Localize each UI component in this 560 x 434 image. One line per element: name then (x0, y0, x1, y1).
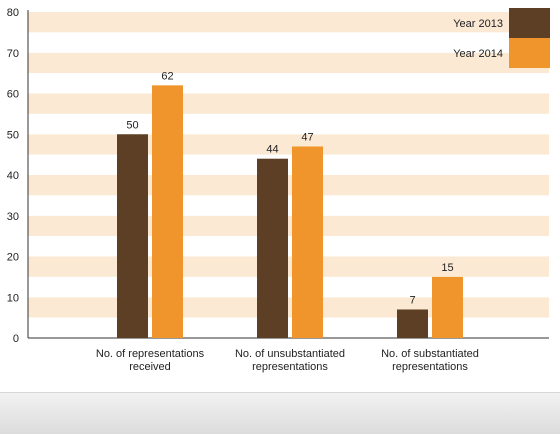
data-label: 7 (409, 294, 415, 306)
grid-band (28, 256, 549, 277)
y-tick-label: 80 (7, 7, 19, 19)
bar-series2 (432, 276, 463, 338)
x-category-label-line: No. of substantiated (381, 348, 479, 360)
grid-band (28, 297, 549, 318)
legend-label: Year 2013 (453, 18, 503, 30)
footer-band (0, 392, 560, 434)
grid-band (28, 134, 549, 155)
data-label: 47 (301, 131, 313, 143)
data-label: 44 (266, 144, 278, 156)
grid-band (28, 73, 549, 94)
x-category-label: No. of substantiated representations (381, 348, 479, 373)
bar-series2 (152, 85, 183, 338)
x-category-label: No. of representations received (96, 348, 205, 373)
y-tick-label: 30 (7, 211, 19, 223)
legend-label: Year 2014 (453, 48, 503, 60)
x-category-label-line: No. of representations (96, 348, 205, 360)
grid-band (28, 215, 549, 237)
y-tick-label: 10 (7, 292, 19, 304)
legend: Year 2013 Year 2014 (453, 8, 550, 68)
chart-canvas: 0 10 20 30 40 50 60 70 80 50 44 7 62 47 15 No. of repre… (7, 7, 550, 373)
grid-band (28, 276, 549, 298)
grid-band (28, 195, 549, 216)
grid-band (28, 236, 549, 257)
grid-band (28, 154, 549, 175)
legend-swatch (509, 8, 550, 38)
bar-series1 (397, 309, 428, 338)
legend-swatch (509, 38, 550, 68)
grid-band (28, 32, 549, 53)
grid-band (28, 175, 549, 196)
data-label: 15 (441, 262, 453, 274)
data-label: 62 (161, 70, 173, 82)
y-tick-label: 40 (7, 170, 19, 182)
bar-series1 (257, 158, 288, 338)
x-category-label: No. of unsubstantiated representations (235, 348, 345, 373)
y-tick-label: 0 (13, 333, 19, 345)
x-category-label-line: No. of unsubstantiated (235, 348, 345, 360)
y-tick-label: 20 (7, 252, 19, 264)
data-label: 50 (126, 119, 138, 131)
y-tick-label: 70 (7, 48, 19, 60)
x-category-label-line: received (129, 361, 171, 373)
grid-band (28, 52, 549, 74)
y-tick-label: 50 (7, 129, 19, 141)
bar-series2 (292, 146, 323, 338)
grid-band (28, 12, 549, 33)
grid-band (28, 317, 549, 338)
bar-series1 (117, 134, 148, 338)
x-category-label-line: representations (252, 361, 328, 373)
y-tick-label: 60 (7, 89, 19, 101)
grid-band (28, 93, 549, 114)
x-category-label-line: representations (392, 361, 468, 373)
grid-band (28, 113, 549, 135)
grid-bands (28, 12, 549, 338)
